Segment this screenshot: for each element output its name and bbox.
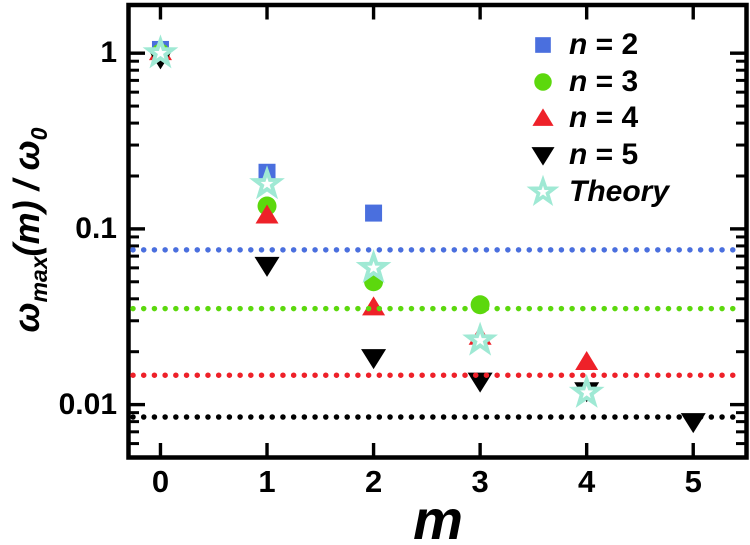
legend-triangle-down-icon [523, 137, 563, 173]
y-tick-label-0.01: 0.01 [58, 387, 117, 421]
legend-marker-n2 [535, 37, 551, 54]
legend-label-variable-n5: n [569, 138, 588, 172]
legend-circle-icon [523, 64, 563, 100]
legend-star-icon [523, 174, 563, 210]
legend-marker-svg-n3 [534, 73, 552, 91]
y-axis-title-omega1: ω [6, 302, 47, 333]
y-axis-title-omega2: ω [6, 140, 47, 171]
x-tick-label-3: 3 [471, 464, 489, 499]
legend-marker-n5 [531, 147, 555, 166]
data-point-theory-m3 [462, 321, 498, 356]
data-point-theory-m1 [249, 165, 285, 200]
y-tick-label-0.1: 0.1 [75, 211, 117, 245]
x-tick-label-5: 5 [684, 464, 702, 499]
data-point-theory-m0 [142, 34, 179, 69]
legend-label-variable-theory: Theory [569, 174, 670, 208]
x-tick-label-1: 1 [258, 464, 276, 499]
y-tick-label-1: 1 [100, 36, 117, 70]
y-axis-title-sub-zero: 0 [26, 127, 53, 141]
legend-label-variable-n4: n [569, 101, 588, 135]
legend-item-label-n3: n = 3 [569, 64, 638, 100]
data-point-n4-m1 [255, 204, 279, 224]
legend-marker-svg-theory [526, 174, 560, 206]
y-axis-title-sub-max: max [26, 256, 53, 303]
data-point-theory-m2 [355, 249, 392, 284]
legend-marker-svg-n4 [532, 108, 554, 127]
data-point-n5-m2 [361, 349, 387, 370]
plot-frame [126, 2, 749, 460]
legend-label-variable-n3: n [569, 64, 588, 98]
legend-marker-theory [526, 174, 560, 206]
legend-label-value-n3: = 3 [587, 64, 639, 98]
data-point-theory-m4 [568, 373, 605, 408]
legend-label-value-n4: = 4 [587, 101, 639, 135]
legend-item-n2: n = 2 [523, 27, 669, 64]
legend-item-label-n2: n = 2 [569, 27, 638, 63]
data-point-n4-m2 [362, 296, 386, 316]
legend-label-value-n2: = 2 [587, 28, 639, 62]
legend-marker-svg-n2 [535, 37, 551, 54]
legend-item-n4: n = 4 [523, 100, 669, 137]
data-point-n4-m4 [575, 350, 599, 370]
legend-item-label-theory: Theory [569, 174, 669, 210]
legend-item-n5: n = 5 [523, 137, 669, 174]
legend-item-label-n4: n = 4 [569, 100, 638, 136]
x-tick-label-4: 4 [578, 464, 596, 499]
x-tick-label-2: 2 [364, 464, 383, 499]
x-tick-label-0: 0 [151, 464, 170, 499]
data-point-n5-m1 [254, 256, 280, 277]
data-point-n3-m3 [470, 295, 490, 315]
x-axis-title: m [413, 488, 463, 545]
legend-item-theory: Theory [523, 173, 669, 210]
legend-triangle-up-icon [523, 100, 563, 136]
legend-marker-n4 [532, 108, 554, 127]
legend-marker-svg-n5 [531, 147, 555, 166]
legend-label-value-n5: = 5 [587, 138, 639, 172]
legend-label-variable-n2: n [569, 28, 588, 62]
legend-item-label-n5: n = 5 [569, 137, 638, 173]
legend-square-icon [523, 27, 563, 63]
data-point-n2-m2 [365, 204, 383, 222]
legend-item-n3: n = 3 [523, 64, 669, 101]
legend-marker-n3 [534, 73, 552, 91]
